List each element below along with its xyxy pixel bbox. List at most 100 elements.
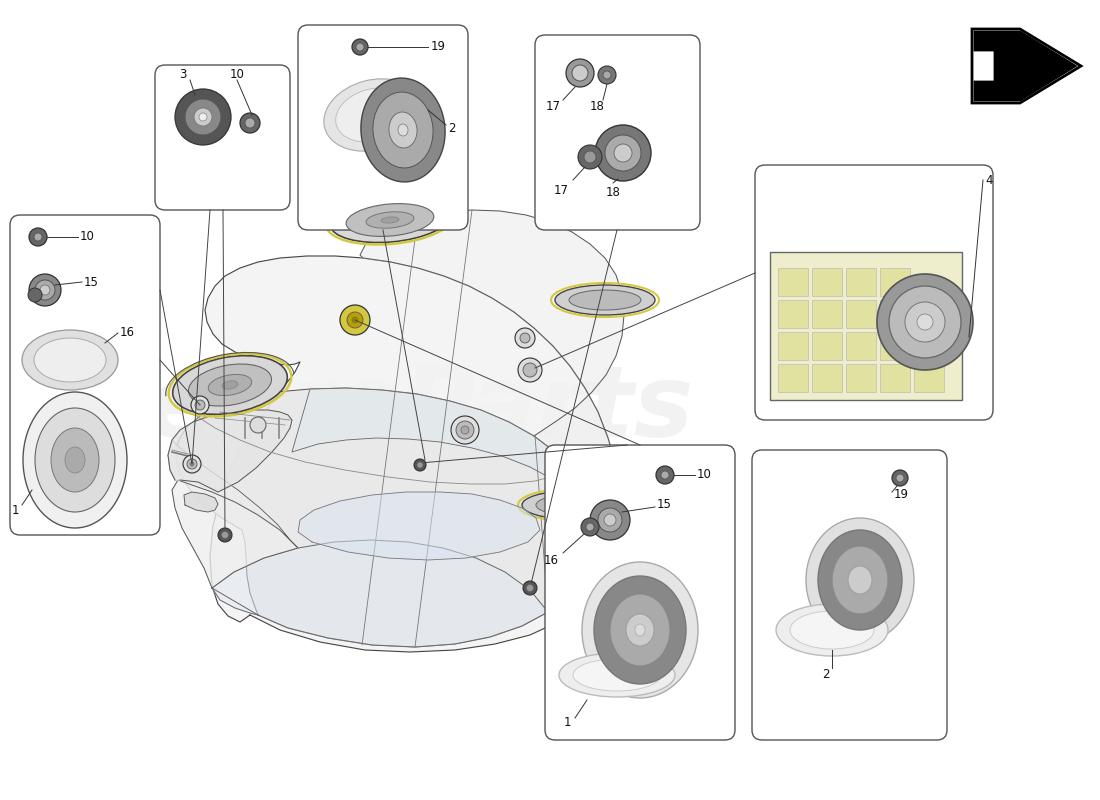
Circle shape: [352, 39, 368, 55]
Circle shape: [566, 59, 594, 87]
Ellipse shape: [22, 330, 118, 390]
Circle shape: [877, 274, 974, 370]
Ellipse shape: [381, 217, 399, 223]
Ellipse shape: [626, 614, 654, 646]
Text: a parts since 1985: a parts since 1985: [210, 458, 649, 502]
Text: 15: 15: [84, 275, 99, 289]
Bar: [880, 300, 910, 328]
Ellipse shape: [188, 364, 272, 406]
Text: euroParts: euroParts: [146, 362, 694, 458]
Polygon shape: [360, 210, 624, 622]
Polygon shape: [212, 540, 548, 647]
Ellipse shape: [559, 653, 675, 697]
Circle shape: [340, 305, 370, 335]
Text: 3: 3: [179, 69, 187, 82]
Bar: [778, 364, 808, 392]
Circle shape: [240, 113, 260, 133]
Circle shape: [590, 500, 630, 540]
Polygon shape: [172, 480, 298, 588]
Bar: [778, 300, 808, 328]
Bar: [812, 332, 842, 360]
Ellipse shape: [51, 428, 99, 492]
Text: 19: 19: [431, 41, 446, 54]
Ellipse shape: [323, 79, 422, 151]
Circle shape: [515, 328, 535, 348]
Circle shape: [34, 233, 42, 241]
Ellipse shape: [35, 408, 116, 512]
Text: 16: 16: [120, 326, 135, 339]
Circle shape: [199, 113, 207, 121]
Ellipse shape: [23, 392, 126, 528]
Bar: [812, 300, 842, 328]
Bar: [880, 332, 910, 360]
Circle shape: [522, 363, 537, 377]
Circle shape: [603, 71, 611, 79]
Ellipse shape: [556, 285, 654, 315]
Circle shape: [346, 312, 363, 328]
Ellipse shape: [569, 290, 641, 310]
Ellipse shape: [65, 447, 85, 473]
Text: 1: 1: [11, 505, 19, 518]
Circle shape: [905, 302, 945, 342]
Text: 10: 10: [230, 69, 244, 82]
Ellipse shape: [848, 566, 872, 594]
Circle shape: [221, 531, 229, 538]
Ellipse shape: [366, 212, 414, 228]
FancyBboxPatch shape: [535, 35, 700, 230]
FancyBboxPatch shape: [155, 65, 290, 210]
Text: 18: 18: [606, 186, 620, 199]
Circle shape: [661, 471, 669, 479]
Circle shape: [595, 125, 651, 181]
Ellipse shape: [573, 659, 661, 691]
Bar: [880, 268, 910, 296]
Text: 10: 10: [80, 230, 95, 243]
Circle shape: [892, 470, 907, 486]
Text: 18: 18: [590, 101, 604, 114]
Ellipse shape: [173, 356, 287, 414]
Polygon shape: [168, 440, 298, 548]
Circle shape: [605, 135, 641, 171]
Bar: [914, 364, 944, 392]
Bar: [812, 268, 842, 296]
Bar: [914, 332, 944, 360]
Circle shape: [456, 421, 474, 439]
FancyBboxPatch shape: [755, 165, 993, 420]
Ellipse shape: [776, 604, 888, 656]
Text: 17: 17: [546, 101, 561, 114]
Text: 16: 16: [543, 554, 559, 566]
Polygon shape: [298, 492, 540, 560]
Bar: [846, 332, 876, 360]
Ellipse shape: [790, 611, 874, 649]
Circle shape: [194, 108, 212, 126]
Ellipse shape: [336, 88, 410, 142]
Ellipse shape: [818, 530, 902, 630]
Polygon shape: [168, 410, 292, 492]
Text: 2: 2: [448, 122, 455, 134]
Ellipse shape: [635, 624, 645, 636]
Circle shape: [578, 145, 602, 169]
Polygon shape: [975, 32, 1075, 100]
Circle shape: [527, 585, 534, 591]
Circle shape: [28, 288, 42, 302]
Ellipse shape: [222, 381, 238, 389]
Circle shape: [195, 400, 205, 410]
Polygon shape: [205, 256, 621, 652]
Text: 10: 10: [697, 469, 712, 482]
Circle shape: [520, 333, 530, 343]
Text: 4: 4: [984, 174, 992, 186]
Text: 15: 15: [657, 498, 672, 511]
Circle shape: [187, 459, 197, 469]
Circle shape: [614, 144, 632, 162]
Circle shape: [572, 65, 588, 81]
Ellipse shape: [522, 491, 618, 519]
Circle shape: [461, 426, 469, 434]
Circle shape: [185, 99, 221, 135]
Text: 17: 17: [553, 183, 569, 197]
Circle shape: [598, 508, 622, 532]
Ellipse shape: [582, 562, 698, 698]
Polygon shape: [176, 388, 593, 647]
Circle shape: [35, 280, 55, 300]
Bar: [778, 268, 808, 296]
Circle shape: [191, 396, 209, 414]
Ellipse shape: [832, 546, 888, 614]
